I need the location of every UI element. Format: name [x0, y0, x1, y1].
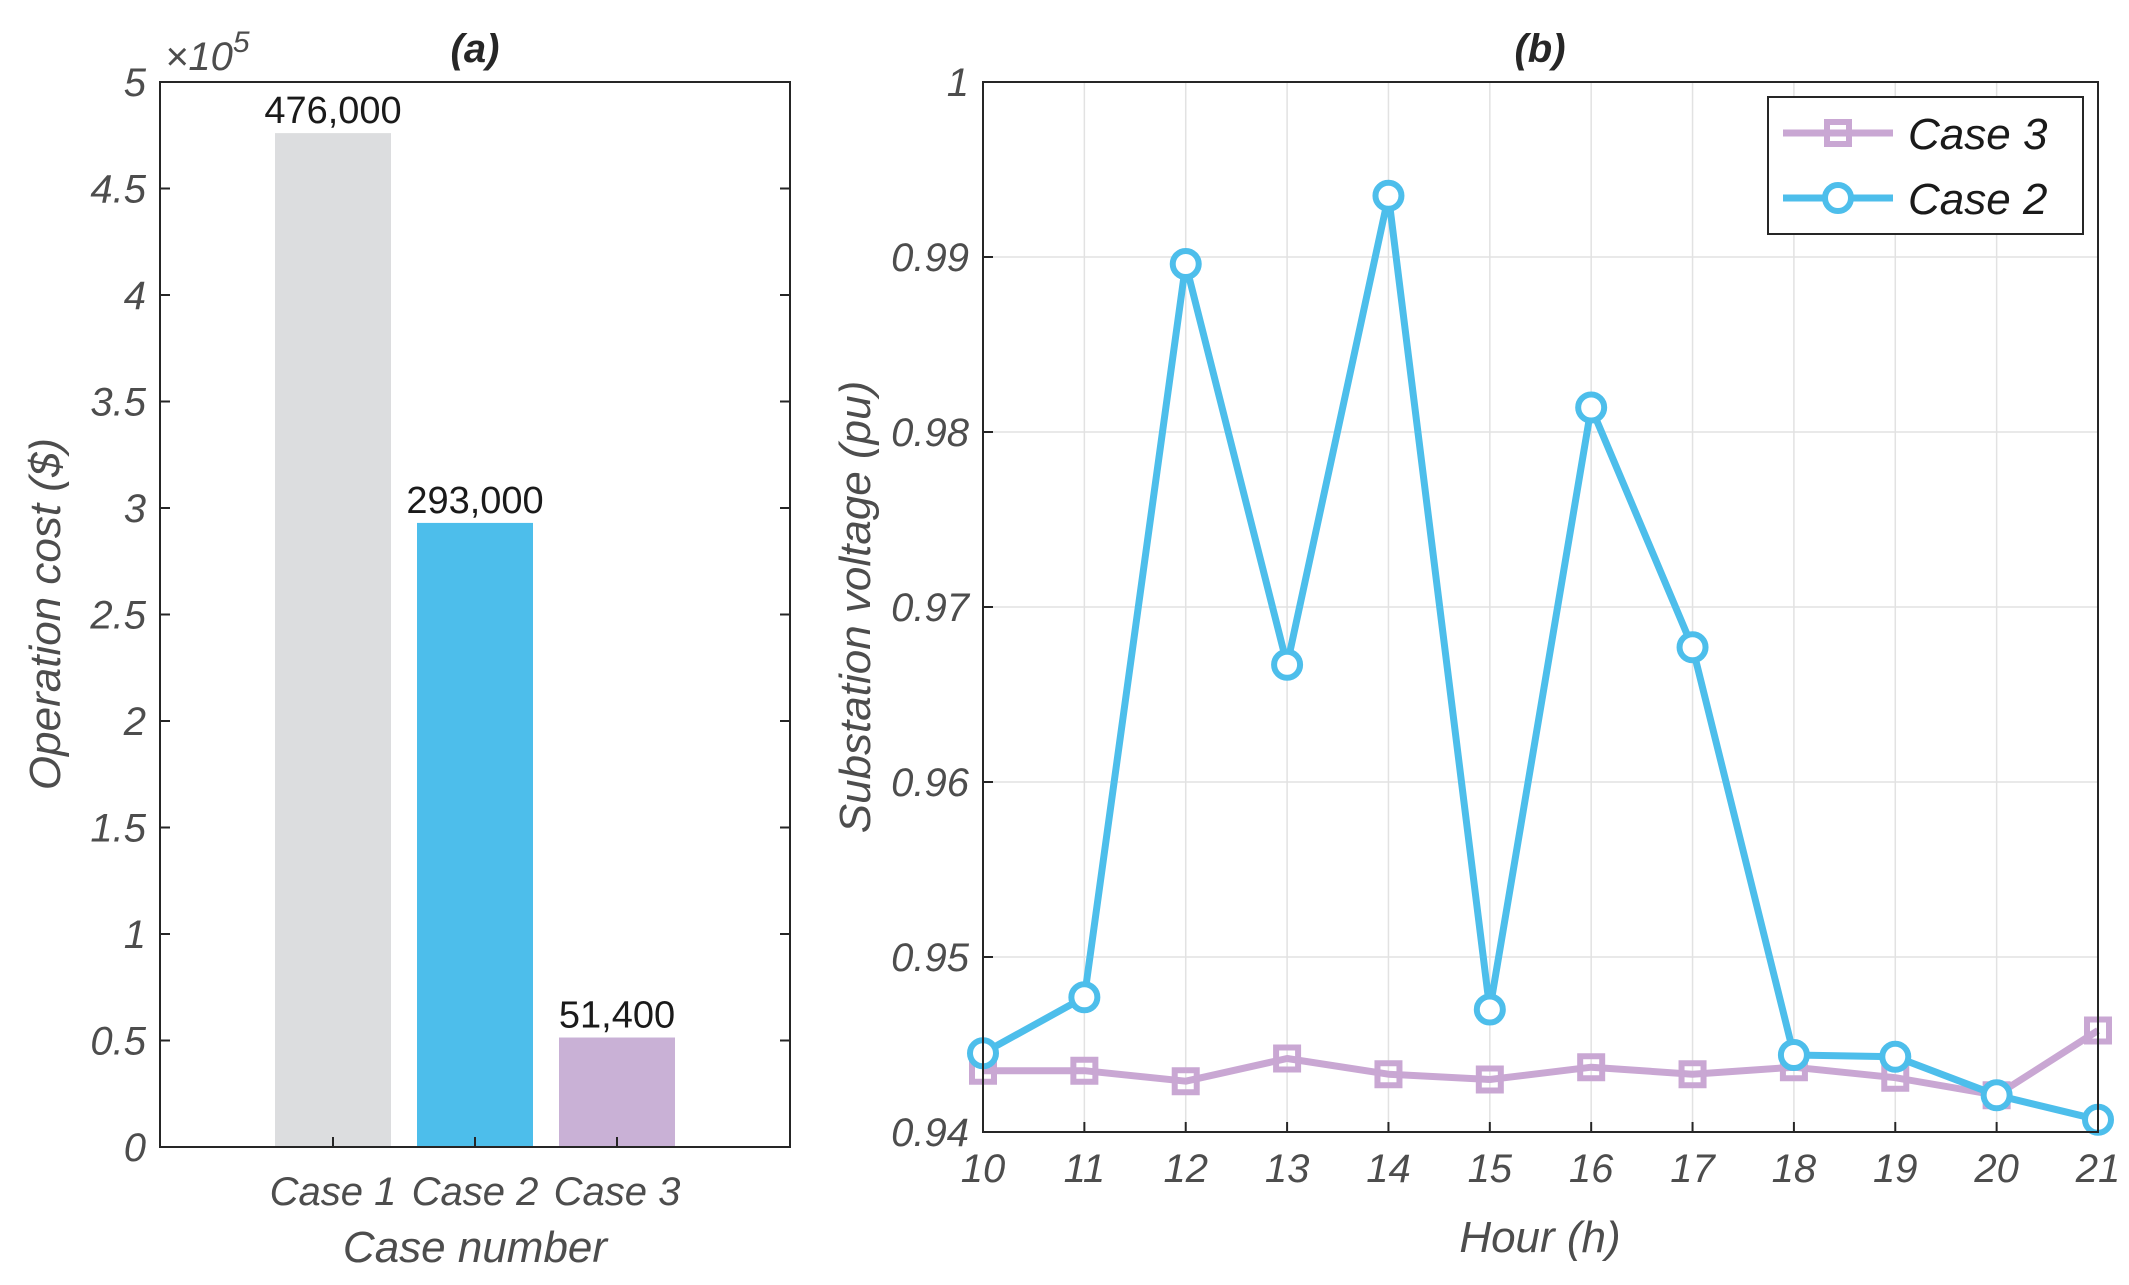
point-marker-case2: [1879, 1040, 1912, 1073]
point-marker-case2: [1068, 981, 1101, 1014]
bar-case-3: [559, 1037, 675, 1147]
bar-data-label: 293,000: [406, 480, 543, 522]
x-axis-ticks: 10 11 12 13 14 15 16 17 18 19 20 21: [961, 1122, 2121, 1191]
point-marker-case2: [1676, 631, 1709, 664]
y-tick-label: 4: [124, 274, 146, 318]
y-tick-label: 3: [124, 487, 146, 531]
x-tick-label: Case 1: [270, 1170, 397, 1214]
y-axis-exponent: ×105: [165, 26, 250, 79]
legend-box: [1767, 96, 2084, 235]
y-tick-label: 0.94: [891, 1111, 969, 1155]
series-line-case2: [981, 192, 2099, 1124]
legend-case3-label: Case 3: [1908, 110, 2048, 159]
x-tick-label: 10: [961, 1147, 1006, 1191]
point-marker-case3: [1577, 1053, 1606, 1082]
y-tick-label: 1: [124, 913, 146, 957]
point-marker-case3: [1171, 1067, 1200, 1096]
legend-case2-circle-marker: [1822, 182, 1854, 214]
panel-a-bar-chart: 476,000 293,000 51,400 0 0.5 1 1.5 2 2.5 3 3.5 4 4.…: [21, 26, 791, 1272]
point-marker-case3: [1070, 1056, 1099, 1085]
series-line-case3: [983, 1027, 2100, 1099]
point-marker-case2: [1473, 993, 1506, 1026]
point-marker-case2: [1575, 391, 1608, 424]
x-tick-label: 16: [1569, 1147, 1614, 1191]
y-tick-label: 0.5: [90, 1020, 146, 1064]
bar-data-label: 51,400: [559, 995, 675, 1037]
y-tick-label: 3.5: [90, 381, 146, 425]
x-tick-label: 19: [1873, 1147, 1918, 1191]
x-tick-label: 13: [1265, 1147, 1310, 1191]
y-tick-label: 0.95: [891, 936, 970, 980]
legend-case2-label: Case 2: [1908, 175, 2047, 224]
exponent-power: 5: [233, 26, 250, 59]
y-tick-label: 1.5: [90, 807, 146, 851]
y-tick-label: 0.99: [891, 236, 969, 280]
panel-b-y-axis-label: Substation voltage (pu): [831, 381, 880, 834]
y-axis-ticks: 0.94 0.95 0.96 0.97 0.98 0.99 1: [891, 61, 993, 1155]
y-tick-label: 5: [124, 61, 147, 105]
point-marker-case3: [1678, 1060, 1707, 1089]
x-tick-label: 20: [1973, 1147, 2019, 1191]
panel-a-axes-box: [159, 81, 791, 1148]
y-tick-label: 0.97: [891, 586, 971, 630]
x-tick-label: 12: [1163, 1147, 1208, 1191]
x-tick-label: 15: [1468, 1147, 1513, 1191]
bar-case-2: [417, 522, 533, 1147]
point-marker-case2: [1169, 248, 1202, 280]
legend-case3-square-marker: [1824, 119, 1852, 147]
point-marker-case2: [1271, 648, 1304, 681]
x-axis-ticks: Case 1 Case 2 Case 3: [270, 1137, 681, 1214]
point-marker-case3: [1374, 1060, 1403, 1089]
point-marker-case3: [1273, 1044, 1302, 1073]
bar-group: [275, 133, 675, 1147]
legend: Case 3 Case 2: [1767, 96, 2084, 235]
panel-b-x-axis-label: Hour (h): [1459, 1213, 1620, 1262]
x-tick-label: 11: [1064, 1147, 1106, 1191]
y-axis-ticks: 0 0.5 1 1.5 2 2.5 3 3.5 4 4.5 5: [89, 61, 790, 1170]
y-tick-label: 1: [947, 61, 969, 105]
y-tick-label: 0: [124, 1126, 146, 1170]
y-tick-label: 2: [123, 700, 146, 744]
x-tick-label: 14: [1366, 1147, 1411, 1191]
y-tick-label: 4.5: [90, 168, 146, 212]
y-tick-label: 2.5: [89, 594, 146, 638]
x-tick-label: Case 2: [412, 1170, 539, 1214]
x-tick-label: Case 3: [554, 1170, 681, 1214]
x-tick-label: 17: [1670, 1147, 1716, 1191]
y-tick-label: 0.98: [891, 411, 970, 455]
panel-b-axes-box: [982, 81, 2099, 1133]
point-marker-case2: [1980, 1079, 2013, 1112]
x-tick-label: 21: [2075, 1147, 2121, 1191]
bar-case-1: [275, 133, 391, 1147]
panel-b-title: (b): [1514, 27, 1565, 71]
point-marker-case2: [1372, 179, 1405, 212]
x-tick-label: 18: [1772, 1147, 1817, 1191]
panel-a-x-axis-label: Case number: [343, 1223, 609, 1272]
point-marker-case3: [1475, 1065, 1504, 1094]
panel-b-line-chart: 0.94 0.95 0.96 0.97 0.98 0.99 1 10 11 12 13 14 15 16…: [831, 27, 2120, 1262]
y-tick-label: 0.96: [891, 761, 970, 805]
bar-data-labels: 476,000 293,000 51,400: [264, 90, 675, 1036]
bar-data-label: 476,000: [264, 90, 401, 132]
panel-a-title: (a): [451, 27, 500, 71]
panel-a-y-axis-label: Operation cost ($): [21, 438, 70, 790]
point-marker-case2: [1777, 1039, 1810, 1071]
exponent-base: ×10: [165, 35, 233, 79]
